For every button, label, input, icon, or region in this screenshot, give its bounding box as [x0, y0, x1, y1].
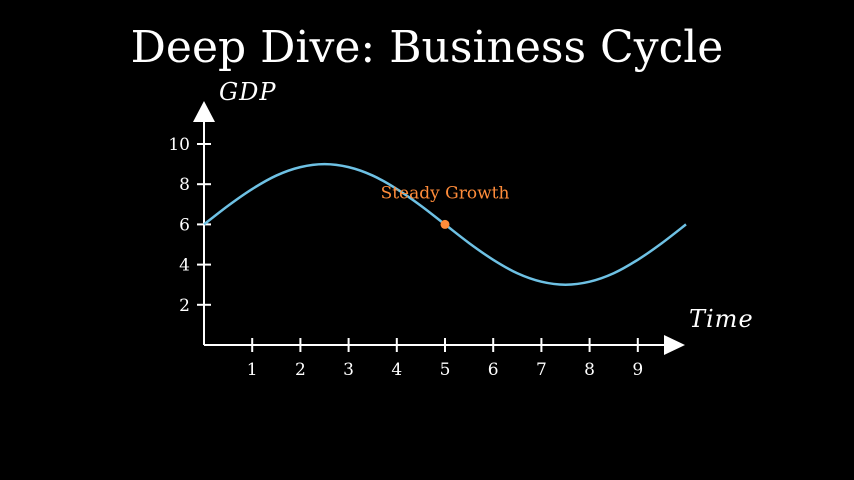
- x-tick-label: 4: [391, 360, 402, 380]
- y-axis-label: GDP: [219, 78, 277, 106]
- x-tick-label: 3: [343, 360, 354, 380]
- chart-title: Deep Dive: Business Cycle: [130, 22, 724, 73]
- annotations-group: Steady Growth: [381, 183, 510, 229]
- y-tick-label: 6: [179, 215, 190, 235]
- x-tick-label: 1: [247, 360, 258, 380]
- ticks-group: 1 2 3 4 5 6 7 8 9 2 4 6 8 10: [168, 135, 643, 380]
- y-tick-label: 2: [179, 296, 190, 316]
- x-tick-label: 8: [584, 360, 595, 380]
- y-axis-arrow: [193, 101, 215, 122]
- x-tick-label: 7: [536, 360, 547, 380]
- x-tick-label: 9: [632, 360, 643, 380]
- axes-group: [193, 101, 685, 355]
- y-tick-label: 4: [179, 256, 190, 276]
- x-axis-label: Time: [689, 305, 754, 333]
- annotation-point: [440, 219, 450, 229]
- y-tick-label: 8: [179, 175, 190, 195]
- y-tick-label: 10: [168, 135, 190, 155]
- x-axis-arrow: [664, 335, 685, 355]
- annotation-label: Steady Growth: [381, 183, 510, 203]
- x-tick-label: 5: [440, 360, 451, 380]
- x-tick-label: 6: [488, 360, 499, 380]
- x-tick-label: 2: [295, 360, 306, 380]
